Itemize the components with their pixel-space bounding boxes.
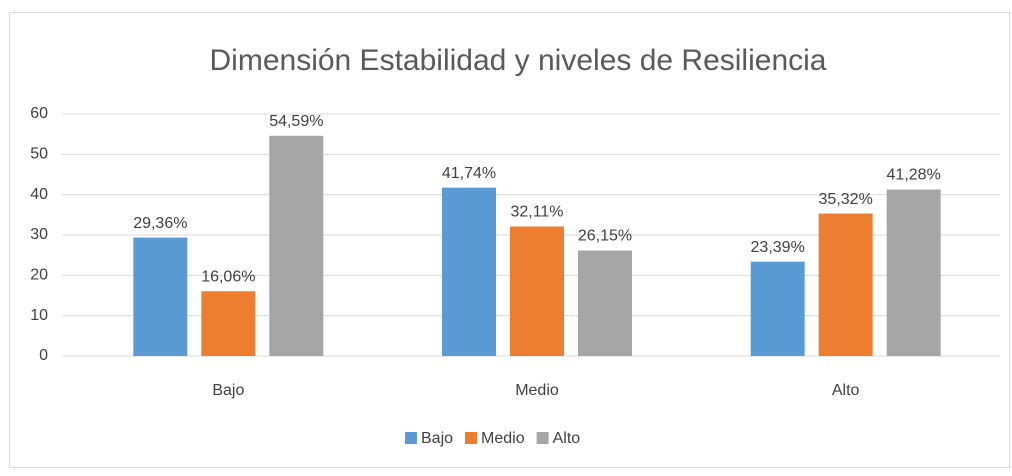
y-tick-label: 0: [39, 347, 48, 364]
x-tick-label: Alto: [832, 382, 860, 399]
y-tick-label: 10: [30, 307, 48, 324]
legend-swatch: [536, 432, 549, 444]
bar: [510, 226, 564, 356]
bar: [442, 187, 496, 356]
bar: [886, 189, 941, 356]
value-label: 23,39%: [751, 239, 805, 256]
value-label: 35,32%: [819, 191, 873, 208]
y-tick-label: 50: [30, 146, 48, 163]
x-tick-label: Bajo: [212, 382, 244, 399]
bar: [133, 237, 188, 356]
x-tick-label: Medio: [515, 382, 559, 399]
bar: [201, 291, 256, 356]
legend-label: Alto: [553, 430, 581, 447]
chart-title: Dimensión Estabilidad y niveles de Resil…: [210, 44, 827, 77]
value-label: 41,28%: [887, 167, 941, 184]
legend-swatch: [405, 432, 417, 444]
legend-label: Bajo: [421, 430, 453, 447]
value-label: 29,36%: [133, 215, 187, 232]
bar: [818, 213, 873, 356]
y-tick-label: 30: [30, 226, 48, 243]
bar: [750, 261, 805, 356]
value-label: 54,59%: [269, 113, 323, 130]
value-label: 32,11%: [510, 204, 563, 221]
legend-swatch: [465, 432, 478, 444]
y-tick-label: 40: [30, 186, 48, 203]
y-tick-label: 20: [30, 267, 48, 284]
bar: [269, 135, 324, 356]
value-label: 26,15%: [578, 228, 632, 245]
legend-label: Medio: [481, 430, 525, 447]
value-label: 16,06%: [201, 268, 255, 285]
y-tick-label: 60: [30, 105, 48, 122]
bar: [578, 250, 632, 356]
value-label: 41,74%: [442, 165, 496, 182]
